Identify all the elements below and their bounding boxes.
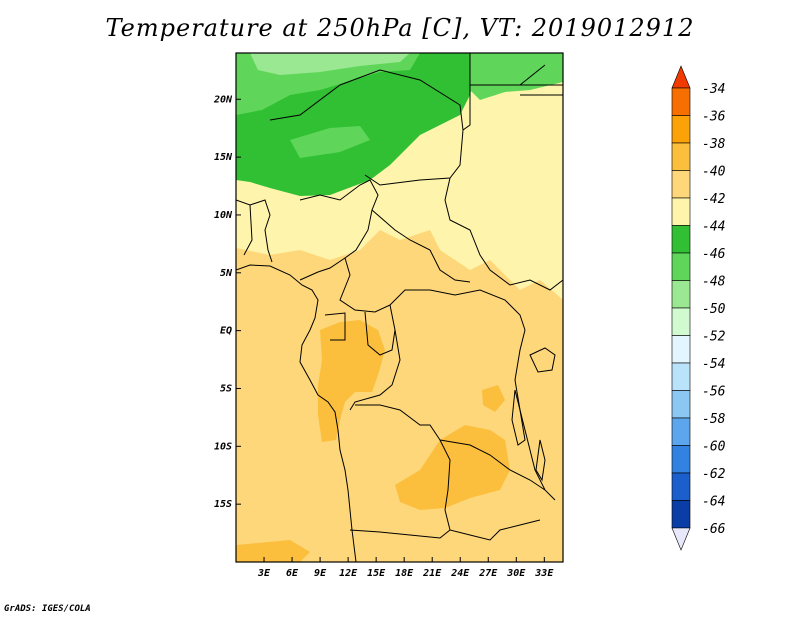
- colorbar-swatch: [671, 87, 691, 116]
- temperature-field: [236, 53, 563, 562]
- longitude-axis: 3E 6E 9E 12E 15E 18E 21E 24E 27E 30E 33E: [257, 557, 554, 579]
- coastline-west-africa: [236, 264, 357, 562]
- border-congo-drc: [349, 329, 401, 411]
- colorbar-swatch: [671, 142, 691, 171]
- border-chad-car: [371, 209, 471, 283]
- colorbar-label: -56: [702, 385, 726, 400]
- colorbar-swatch: [671, 115, 691, 144]
- colorbar-label: -38: [702, 137, 726, 152]
- grads-credit: GrADS: IGES/COLA: [4, 604, 91, 614]
- border-angola-namibia: [349, 529, 451, 539]
- field-pale-green-zone: [250, 53, 410, 75]
- colorbar-bottom-arrow: [671, 527, 691, 551]
- lat-tick-label: 10N: [214, 210, 233, 221]
- colorbar-swatch: [671, 170, 691, 199]
- border-west-inland: [236, 199, 273, 263]
- colorbar: -34 -36 -38 -40 -42 -44 -46 -48 -50 -52 -54 -56 -58 -…: [671, 65, 726, 551]
- lake-victoria: [529, 347, 556, 373]
- colorbar-label: -64: [702, 495, 725, 510]
- colorbar-label: -50: [702, 302, 726, 317]
- colorbar-swatch: [671, 280, 691, 309]
- border-gabon-congo: [324, 304, 396, 356]
- lon-tick-label: 18E: [395, 568, 414, 579]
- field-light-green-patch: [470, 53, 563, 100]
- colorbar-label: -36: [702, 110, 726, 125]
- border-libya-egypt: [469, 53, 563, 96]
- colorbar-swatch: [671, 225, 691, 254]
- lat-tick-label: 15N: [214, 152, 233, 163]
- country-borders: [236, 53, 563, 562]
- latitude-axis: 20N 15N 10N 5N EQ 5S 10S 15S: [213, 94, 241, 510]
- border-cameroon: [339, 257, 391, 313]
- colorbar-label: -42: [702, 192, 726, 207]
- lon-tick-label: 30E: [506, 568, 526, 579]
- colorbar-swatch: [671, 335, 691, 364]
- lon-tick-label: 9E: [314, 568, 327, 579]
- colorbar-label: -48: [702, 275, 726, 290]
- lat-tick-label: 5N: [220, 268, 233, 279]
- colorbar-swatch: [671, 500, 691, 529]
- colorbar-label: -34: [702, 82, 725, 97]
- lon-tick-label: 12E: [339, 568, 358, 579]
- lon-tick-label: 33E: [534, 568, 554, 579]
- colorbar-top-arrow: [671, 65, 691, 89]
- border-car-drc: [389, 289, 526, 331]
- field-warm-patch-small: [482, 385, 505, 412]
- border-zambia: [439, 439, 546, 491]
- colorbar-swatch: [671, 417, 691, 446]
- colorbar-swatch: [671, 445, 691, 474]
- colorbar-swatch: [671, 472, 691, 501]
- colorbar-label: -52: [702, 330, 726, 345]
- border-algeria-niger: [269, 69, 464, 186]
- field-warm-patch-bottom: [236, 540, 310, 562]
- lon-tick-label: 27E: [478, 568, 498, 579]
- lon-tick-label: 24E: [450, 568, 470, 579]
- lat-tick-label: 15S: [214, 499, 232, 510]
- field-warm-patch-angola: [395, 425, 510, 510]
- lon-tick-label: 21E: [422, 568, 442, 579]
- colorbar-label: -58: [702, 412, 726, 427]
- colorbar-swatch: [671, 307, 691, 336]
- map-title: Temperature at 250hPa [C], VT: 201901291…: [105, 14, 695, 42]
- colorbar-label: -66: [702, 522, 726, 537]
- border-drc-angola: [355, 404, 541, 541]
- lat-tick-label: EQ: [220, 326, 232, 337]
- lake-tanganyika: [511, 389, 526, 446]
- colorbar-label: -40: [702, 165, 726, 180]
- colorbar-label: -46: [702, 247, 726, 262]
- map-frame: [235, 52, 564, 563]
- lon-tick-label: 15E: [367, 568, 386, 579]
- lon-tick-label: 6E: [286, 568, 299, 579]
- field-light-green-patch-2: [290, 126, 370, 158]
- border-chad-sudan: [444, 84, 563, 291]
- colorbar-swatch: [671, 252, 691, 281]
- border-drc-east: [514, 329, 556, 501]
- colorbar-swatch: [671, 197, 691, 226]
- colorbar-label: -62: [702, 467, 726, 482]
- lat-tick-label: 20N: [213, 94, 233, 105]
- colorbar-swatch: [671, 362, 691, 391]
- lat-tick-label: 10S: [214, 441, 232, 452]
- lake-malawi: [535, 439, 546, 482]
- colorbar-label: -60: [702, 440, 726, 455]
- lat-tick-label: 5S: [220, 383, 232, 394]
- lon-tick-label: 3E: [257, 568, 271, 579]
- colorbar-label: -54: [702, 357, 725, 372]
- colorbar-label: -44: [702, 220, 725, 235]
- colorbar-swatch: [671, 390, 691, 419]
